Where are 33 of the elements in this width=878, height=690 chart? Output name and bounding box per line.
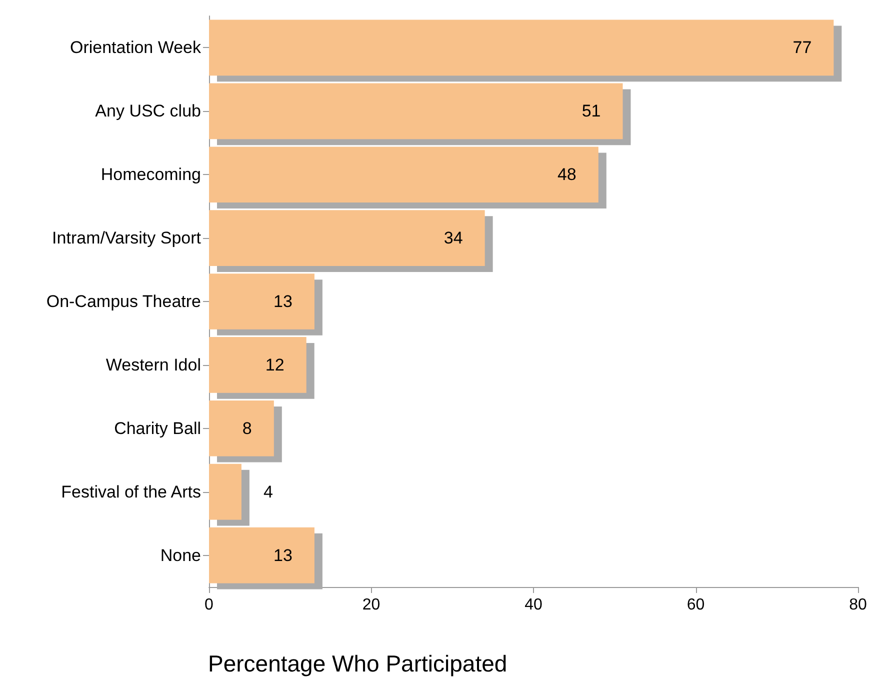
y-tick-label: Orientation Week <box>70 38 202 58</box>
x-tick-label: 20 <box>362 596 380 614</box>
bar <box>209 20 834 76</box>
x-tick-label: 40 <box>524 596 542 614</box>
x-tick-label: 60 <box>686 596 705 614</box>
y-tick-label: Intram/Varsity Sport <box>52 228 202 248</box>
y-tick-label: Festival of the Arts <box>61 482 201 502</box>
x-axis-title: Percentage Who Participated <box>208 650 508 676</box>
y-tick-label: Charity Ball <box>114 418 201 438</box>
bar <box>209 527 314 584</box>
y-tick-label: Western Idol <box>106 355 201 374</box>
y-tick-label: Homecoming <box>100 165 201 184</box>
data-label: 12 <box>265 355 284 374</box>
x-tick-label: 0 <box>204 596 214 614</box>
y-tick-label: None <box>160 546 201 565</box>
data-label: 77 <box>792 38 812 58</box>
bar <box>209 400 274 456</box>
data-label: 34 <box>444 228 463 248</box>
x-tick-label: 80 <box>849 596 867 614</box>
data-label: 51 <box>582 102 601 121</box>
bar <box>209 146 598 203</box>
data-label: 4 <box>263 482 273 502</box>
y-tick-label: Any USC club <box>95 102 201 121</box>
data-label: 48 <box>557 165 576 184</box>
bar <box>209 464 242 520</box>
data-label: 8 <box>242 418 252 438</box>
data-label: 13 <box>274 546 292 565</box>
bar <box>209 274 314 330</box>
y-tick-label: On-Campus Theatre <box>46 292 201 311</box>
bar <box>209 210 485 266</box>
data-label: 13 <box>274 292 292 311</box>
bar <box>209 337 306 393</box>
bar <box>209 83 623 140</box>
